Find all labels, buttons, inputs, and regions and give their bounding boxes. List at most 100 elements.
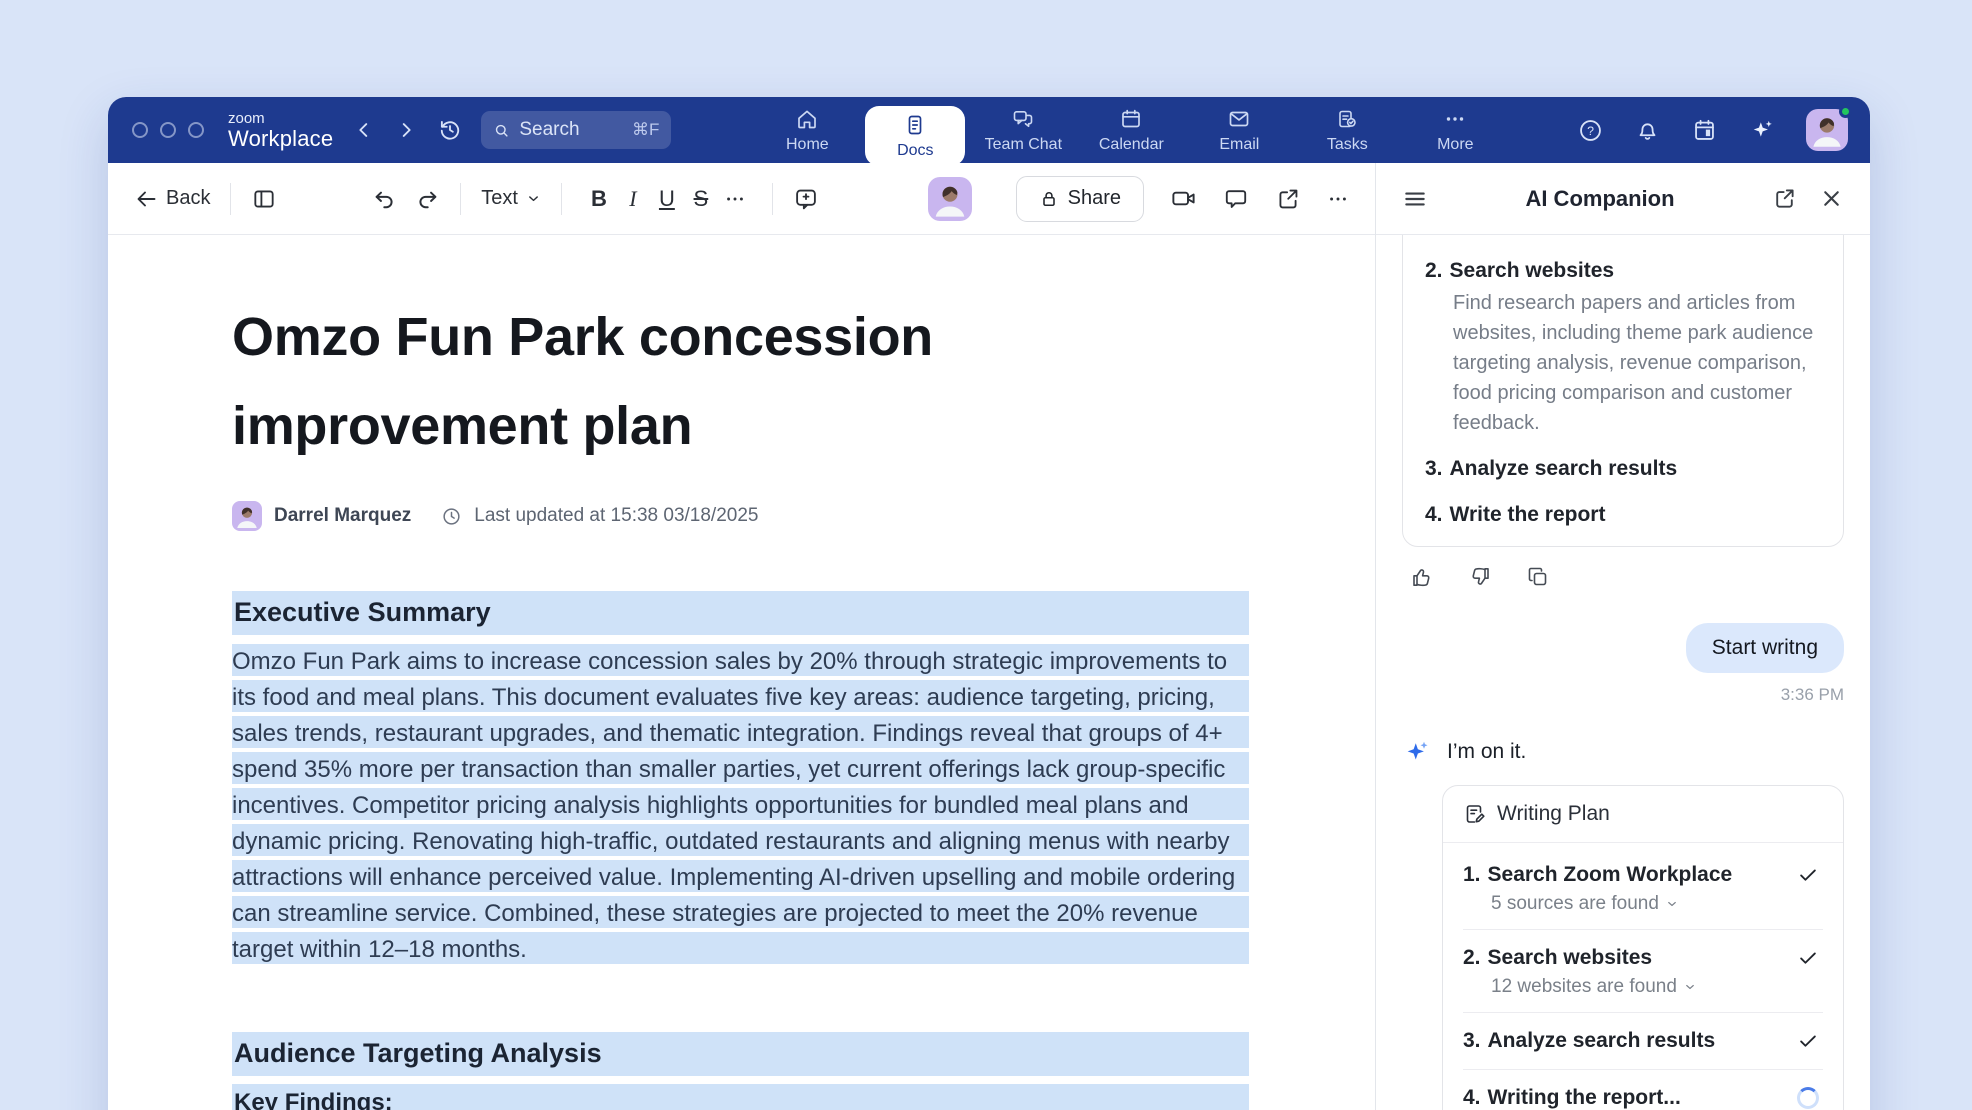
chevron-down-icon [526, 191, 541, 206]
help-icon: ? [1577, 117, 1604, 144]
more-formatting-button[interactable] [718, 188, 752, 210]
avatar-image [237, 507, 257, 528]
redo-button[interactable] [415, 186, 440, 211]
document-canvas[interactable]: Omzo Fun Park concession improvement pla… [108, 235, 1375, 1110]
step-number: 4. [1425, 503, 1443, 526]
tab-more[interactable]: More [1405, 97, 1505, 163]
user-message-bubble: Start writng [1685, 623, 1844, 673]
document-title[interactable]: Omzo Fun Park concession improvement pla… [232, 307, 933, 456]
logo-zoom-text: zoom [228, 109, 265, 127]
global-search-input[interactable]: Search ⌘F [481, 111, 672, 149]
step-number: 4. [1463, 1086, 1481, 1109]
step-sub-text: 5 sources are found [1491, 893, 1659, 914]
tab-tasks-label: Tasks [1326, 135, 1368, 153]
thumbs-up-icon [1410, 565, 1434, 589]
plan-step: 2. Search websites Find research papers … [1425, 256, 1821, 438]
clipped-plan-text: current food pricing strategy. [1425, 235, 1821, 240]
italic-button[interactable]: I [616, 186, 650, 212]
collaborator-avatar[interactable] [927, 176, 972, 221]
heading-key-findings[interactable]: Key Findings: [232, 1084, 1249, 1110]
bold-button[interactable]: B [582, 186, 616, 212]
document-area: Back Text [108, 163, 1375, 1110]
executive-summary-paragraph[interactable]: Omzo Fun Park aims to increase concessio… [232, 644, 1249, 968]
step-description: Find research papers and articles from w… [1453, 292, 1814, 434]
chevron-right-icon [395, 119, 417, 141]
ai-sparkle-icon [1748, 116, 1776, 144]
history-clock-icon [437, 117, 463, 143]
undo-button[interactable] [372, 186, 397, 211]
start-meeting-button[interactable] [1170, 185, 1197, 212]
thumbs-up-button[interactable] [1410, 565, 1434, 589]
search-placeholder: Search [519, 119, 580, 140]
text-style-dropdown[interactable]: Text [481, 187, 541, 210]
thumbs-down-icon [1468, 565, 1492, 589]
step-number: 2. [1463, 946, 1481, 969]
comments-button[interactable] [1223, 186, 1249, 212]
step-number: 2. [1425, 259, 1443, 282]
back-button[interactable]: Back [134, 187, 210, 211]
open-external-icon [1275, 186, 1301, 212]
tab-tasks[interactable]: Tasks [1297, 97, 1397, 163]
schedule-button[interactable] [1691, 117, 1718, 144]
ai-companion-panel: AI Companion current food pricing strate… [1375, 163, 1870, 1110]
window-zoom-button[interactable] [188, 122, 204, 138]
mini-calendar-icon [1691, 117, 1718, 144]
tab-team-chat-label: Team Chat [984, 135, 1063, 153]
window-minimize-button[interactable] [160, 122, 176, 138]
docs-icon [903, 113, 927, 137]
panel-close-button[interactable] [1819, 186, 1844, 211]
svg-text:?: ? [1587, 124, 1594, 138]
strikethrough-button[interactable]: S [684, 186, 718, 212]
avatar-image [1813, 118, 1841, 147]
calendar-icon [1119, 107, 1143, 131]
nav-back-button[interactable] [353, 119, 375, 141]
history-button[interactable] [437, 117, 463, 143]
redo-icon [415, 186, 440, 211]
chevron-left-icon [353, 119, 375, 141]
text-style-label: Text [481, 187, 518, 209]
step-sources-toggle[interactable]: 12 websites are found [1463, 976, 1793, 998]
step-number: 3. [1463, 1029, 1481, 1052]
more-actions-button[interactable] [1327, 188, 1349, 210]
ai-panel-header: AI Companion [1376, 163, 1870, 235]
logo-workplace-text: Workplace [228, 125, 334, 151]
step-sources-toggle[interactable]: 5 sources are found [1463, 893, 1793, 915]
chevron-down-icon [1665, 897, 1679, 911]
heading-executive-summary[interactable]: Executive Summary [232, 591, 1249, 635]
window-close-button[interactable] [132, 122, 148, 138]
step-number: 3. [1425, 457, 1443, 480]
ai-companion-nav-button[interactable] [1748, 116, 1776, 144]
plan-step-3: 3. Analyze search results [1463, 1013, 1823, 1070]
nav-forward-button[interactable] [395, 119, 417, 141]
panel-popout-button[interactable] [1772, 186, 1797, 211]
clock-icon [441, 506, 462, 527]
help-button[interactable]: ? [1577, 117, 1604, 144]
more-dots-icon [1443, 107, 1467, 131]
step-title: Search Zoom Workplace [1487, 863, 1733, 886]
notifications-button[interactable] [1634, 117, 1661, 144]
tab-home[interactable]: Home [757, 97, 857, 163]
toggle-sidebar-button[interactable] [251, 186, 277, 212]
copy-button[interactable] [1526, 565, 1550, 589]
open-external-button[interactable] [1275, 186, 1301, 212]
underline-button[interactable]: U [650, 186, 684, 212]
ai-sparkle-icon [1402, 737, 1432, 767]
tab-docs-label: Docs [897, 141, 934, 159]
share-button[interactable]: Share [1015, 175, 1144, 222]
ai-chat-scroll-area[interactable]: current food pricing strategy. 2. Search… [1376, 235, 1870, 1110]
open-external-icon [1772, 186, 1797, 211]
message-timestamp: 3:36 PM [1780, 685, 1844, 704]
step-number: 1. [1463, 863, 1481, 886]
video-camera-icon [1170, 185, 1197, 212]
heading-audience-targeting[interactable]: Audience Targeting Analysis [232, 1032, 1249, 1076]
step-done-check [1793, 864, 1823, 886]
window-controls[interactable] [132, 122, 204, 138]
panel-menu-button[interactable] [1402, 186, 1428, 212]
tab-email[interactable]: Email [1189, 97, 1289, 163]
tab-team-chat[interactable]: Team Chat [973, 97, 1073, 163]
tab-docs[interactable]: Docs [865, 106, 966, 166]
user-avatar[interactable] [1806, 105, 1852, 151]
tab-calendar[interactable]: Calendar [1081, 97, 1181, 163]
thumbs-down-button[interactable] [1468, 565, 1492, 589]
add-comment-button[interactable] [793, 186, 819, 212]
